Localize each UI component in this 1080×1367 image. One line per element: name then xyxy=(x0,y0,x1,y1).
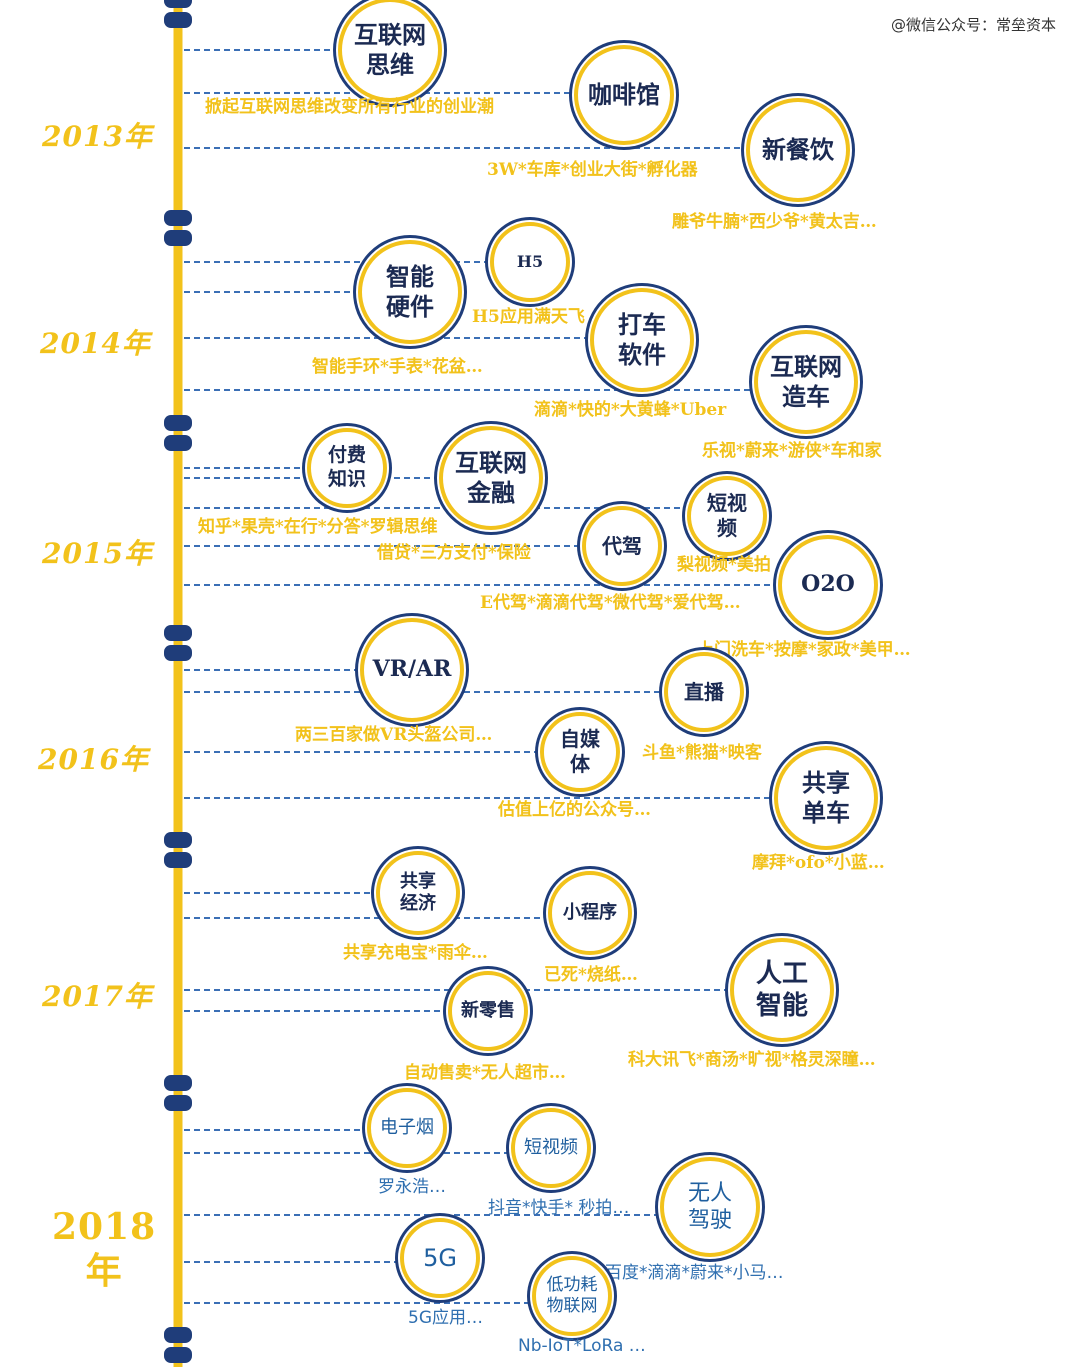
topic-node: 共享 单车 xyxy=(774,746,878,850)
topic-node: O2O xyxy=(778,535,878,635)
year-separator xyxy=(164,1327,192,1343)
topic-caption: 智能手环*手表*花盆… xyxy=(312,357,483,377)
topic-node: 自媒 体 xyxy=(540,712,620,792)
topic-node: 智能 硬件 xyxy=(358,240,462,344)
topic-node: 短视 频 xyxy=(687,476,767,556)
topic-caption: 已死*烧纸… xyxy=(544,965,638,985)
topic-caption: 雕爷牛腩*西少爷*黄太吉… xyxy=(672,212,877,232)
year-separator xyxy=(164,645,192,661)
watermark: @微信公众号：常垒资本 xyxy=(890,16,1056,34)
topic-node: 小程序 xyxy=(548,871,632,955)
topic-node: 无人 驾驶 xyxy=(660,1157,760,1257)
topic-caption: 知乎*果壳*在行*分答*罗辑思维 xyxy=(198,517,438,537)
topic-node: 互联网 造车 xyxy=(754,330,858,434)
topic-node: 新餐饮 xyxy=(746,98,850,202)
year-separator xyxy=(164,1095,192,1111)
year-separator xyxy=(164,230,192,246)
topic-node: 新零售 xyxy=(448,971,528,1051)
topic-caption: 抖音*快手* 秒拍… xyxy=(488,1198,630,1218)
year-separator xyxy=(164,210,192,226)
topic-node: 人工 智能 xyxy=(730,938,834,1042)
topic-node: 付费 知识 xyxy=(307,428,387,508)
topic-caption: H5应用满天飞 xyxy=(472,307,585,327)
topic-node: 代驾 xyxy=(582,506,662,586)
topic-node: 短视频 xyxy=(511,1108,591,1188)
year-separator xyxy=(164,435,192,451)
topic-caption: 3W*车库*创业大街*孵化器 xyxy=(487,160,698,180)
topic-caption: 共享充电宝*雨伞… xyxy=(343,943,488,963)
year-label: 2017年 xyxy=(42,980,153,1013)
topic-caption: 掀起互联网思维改变所有行业的创业潮 xyxy=(205,97,494,117)
topic-caption: 自动售卖*无人超市… xyxy=(404,1063,566,1083)
topic-caption: 斗鱼*熊猫*映客 xyxy=(642,743,762,763)
year-separator xyxy=(164,852,192,868)
topic-caption: 梨视频*美拍 xyxy=(677,555,771,575)
topic-node: 电子烟 xyxy=(367,1088,447,1168)
topic-node: 共享 经济 xyxy=(376,851,460,935)
topic-node: 互联网 金融 xyxy=(439,426,543,530)
year-separator xyxy=(164,0,192,8)
topic-node: 直播 xyxy=(664,652,744,732)
topic-node: H5 xyxy=(490,222,570,302)
topic-caption: 滴滴*快的*大黄蜂*Uber xyxy=(534,400,727,420)
topic-caption: 估值上亿的公众号… xyxy=(498,800,651,820)
year-separator xyxy=(164,832,192,848)
year-label: 2015年 xyxy=(42,537,153,570)
year-label: 2014年 xyxy=(40,327,151,360)
year-label: 2016年 xyxy=(38,743,149,776)
topic-caption: 百度*滴滴*蔚来*小马… xyxy=(605,1263,784,1283)
topic-caption: 上门洗车*按摩*家政*美甲… xyxy=(697,640,911,660)
topic-caption: 科大讯飞*商汤*旷视*格灵深瞳… xyxy=(628,1050,876,1070)
year-separator xyxy=(164,12,192,28)
year-separator xyxy=(164,1347,192,1363)
year-separator xyxy=(164,625,192,641)
topic-caption: 5G应用… xyxy=(408,1308,483,1328)
topic-node: 打车 软件 xyxy=(590,288,694,392)
topic-caption: 两三百家做VR头盔公司… xyxy=(295,725,493,745)
topic-node: 5G xyxy=(400,1218,480,1298)
year-label: 2013年 xyxy=(42,120,153,153)
year-separator xyxy=(164,415,192,431)
topic-node: 互联网 思维 xyxy=(338,0,442,102)
topic-caption: 乐视*蔚来*游侠*车和家 xyxy=(702,441,882,461)
topic-node: 低功耗 物联网 xyxy=(532,1256,612,1336)
topic-caption: E代驾*滴滴代驾*微代驾*爱代驾… xyxy=(480,593,741,613)
topic-caption: 摩拜*ofo*小蓝… xyxy=(752,853,885,873)
topic-caption: Nb-IoT*LoRa … xyxy=(518,1336,646,1356)
topic-node: 咖啡馆 xyxy=(574,45,674,145)
topic-caption: 借贷*三方支付*保险 xyxy=(377,543,531,563)
year-separator xyxy=(164,1075,192,1091)
topic-node: VR/AR xyxy=(360,618,464,722)
topic-caption: 罗永浩… xyxy=(378,1177,446,1197)
year-label: 2018 年 xyxy=(52,1206,157,1292)
